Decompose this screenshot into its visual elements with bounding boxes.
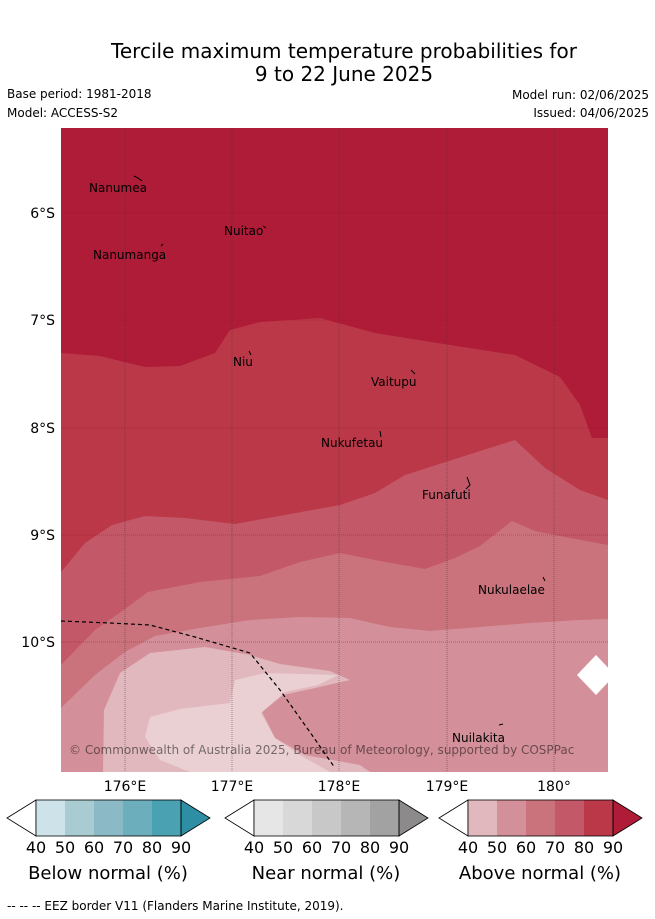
colorbar-tick-label: 80 — [574, 838, 594, 857]
colorbar-tick-label: 60 — [516, 838, 536, 857]
island-nukulaelae — [542, 576, 546, 582]
colorbar-extend-high — [398, 799, 429, 837]
base-period-text: Base period: 1981-2018 — [7, 87, 152, 101]
colorbar-tick-label: 60 — [302, 838, 322, 857]
colorbar-segment — [152, 800, 181, 836]
colorbar-tick-label: 40 — [244, 838, 264, 857]
colorbar-tick-label: 80 — [360, 838, 380, 857]
colorbar-segment — [36, 800, 65, 836]
lat-tick-8s: 8°S — [30, 421, 55, 437]
colorbar-segment — [526, 800, 555, 836]
model-text: Model: ACCESS-S2 — [7, 106, 119, 120]
colorbar-segment — [555, 800, 584, 836]
place-nukufetau: Nukufetau — [321, 436, 383, 450]
lon-tick-179e: 179°E — [426, 779, 469, 795]
graticule — [61, 128, 608, 772]
colorbar-extend-low — [438, 799, 469, 837]
island-niu — [248, 350, 252, 356]
eez-border-line — [61, 620, 336, 769]
colorbar-tick-label: 90 — [389, 838, 409, 857]
colorbar-outline — [467, 799, 614, 837]
island-funafuti — [465, 476, 471, 490]
island-nanumanga — [160, 243, 164, 247]
colorbar-outline — [35, 799, 182, 837]
lon-tick-177e: 177°E — [211, 779, 254, 795]
lat-tick-7s: 7°S — [30, 313, 55, 329]
eez-footnote: -- -- -- EEZ border V11 (Flanders Marine… — [7, 899, 344, 913]
place-nanumea: Nanumea — [89, 181, 147, 195]
island-vaitupu — [410, 369, 416, 375]
colorbar-segment — [312, 800, 341, 836]
title-line-1: Tercile maximum temperature probabilitie… — [111, 39, 577, 63]
island-nuitao — [262, 225, 267, 229]
island-outlines — [133, 175, 546, 726]
colorbar-extend-high — [180, 799, 211, 837]
colorbar-near-normal: 40 50 60 70 80 90 — [224, 799, 429, 857]
place-vaitupu: Vaitupu — [371, 375, 417, 389]
colorbar-above-normal: 40 50 60 70 80 90 — [438, 799, 643, 857]
colorbar-tick-label: 50 — [273, 838, 293, 857]
colorbar-segment — [497, 800, 526, 836]
colorbar-segment — [370, 800, 399, 836]
place-niu: Niu — [233, 355, 253, 369]
colorbar-segment — [584, 800, 613, 836]
lat-tick-9s: 9°S — [30, 528, 55, 544]
colorbar-segment — [94, 800, 123, 836]
colorbar-tick-label: 80 — [142, 838, 162, 857]
island-nanumea — [133, 175, 143, 182]
contour-below-40 — [145, 673, 338, 772]
colorbar-tick-label: 40 — [458, 838, 478, 857]
legend-below-label: Below normal (%) — [28, 863, 188, 884]
place-nuilakita: Nuilakita — [452, 731, 505, 745]
colorbar-segment — [468, 800, 497, 836]
place-nukulaelae: Nukulaelae — [478, 583, 545, 597]
colorbar-extend-high — [612, 799, 643, 837]
colorbar-tick-label: 50 — [55, 838, 75, 857]
colorbar-segment — [254, 800, 283, 836]
lon-tick-176e: 176°E — [104, 779, 147, 795]
colorbar-outline — [253, 799, 400, 837]
place-nuitao: Nuitao — [224, 224, 263, 238]
place-nanumanga: Nanumanga — [93, 248, 166, 262]
colorbar-extend-low — [6, 799, 37, 837]
colorbar-below-normal: 40 50 60 70 80 90 — [6, 799, 211, 857]
colorbar-segment — [341, 800, 370, 836]
colorbar-tick-label: 70 — [545, 838, 565, 857]
colorbar-tick-label: 50 — [487, 838, 507, 857]
lat-tick-10s: 10°S — [21, 635, 55, 651]
colorbar-tick-label: 70 — [331, 838, 351, 857]
legend-above-label: Above normal (%) — [458, 863, 622, 884]
lon-tick-180: 180° — [537, 779, 571, 795]
copyright-text: © Commonwealth of Australia 2025, Bureau… — [69, 743, 574, 757]
title-line-2: 9 to 22 June 2025 — [254, 62, 434, 86]
probability-map: Nanumea Nuitao Nanumanga Niu Vaitupu Nuk… — [61, 128, 608, 772]
place-funafuti: Funafuti — [422, 488, 471, 502]
lat-tick-6s: 6°S — [30, 206, 55, 222]
model-run-text: Model run: 02/06/2025 — [511, 88, 649, 102]
colorbar-segment — [65, 800, 94, 836]
colorbar-tick-label: 90 — [603, 838, 623, 857]
island-nuilakita — [498, 723, 504, 726]
map-title: Tercile maximum temperature probabilitie… — [0, 40, 655, 86]
colorbar-segment — [283, 800, 312, 836]
legend-near-label: Near normal (%) — [251, 863, 401, 884]
colorbar-tick-label: 60 — [84, 838, 104, 857]
issued-text: Issued: 04/06/2025 — [533, 106, 649, 120]
colorbar-segment — [123, 800, 152, 836]
colorbar-extend-low — [224, 799, 255, 837]
lon-tick-178e: 178°E — [318, 779, 361, 795]
colorbar-tick-label: 90 — [171, 838, 191, 857]
no-data-marker — [577, 655, 608, 695]
colorbar-tick-label: 70 — [113, 838, 133, 857]
colorbar-tick-label: 40 — [26, 838, 46, 857]
island-nukufetau — [379, 430, 382, 438]
